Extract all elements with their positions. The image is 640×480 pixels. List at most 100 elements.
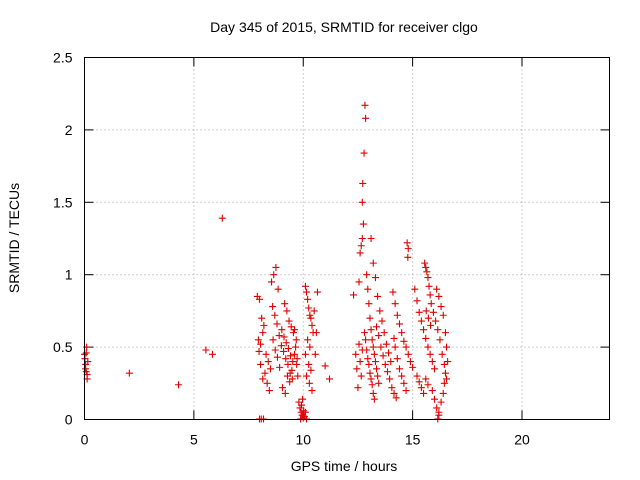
data-point: [422, 307, 430, 315]
data-point: [308, 321, 316, 329]
data-point: [292, 336, 300, 344]
data-point: [434, 326, 442, 334]
data-point: [439, 311, 447, 319]
data-point: [359, 220, 367, 228]
data-point: [365, 360, 373, 368]
data-point: [424, 274, 432, 282]
data-point: [260, 321, 268, 329]
y-tick-label: 0.5: [53, 339, 73, 355]
data-point: [265, 387, 273, 395]
data-point: [352, 350, 360, 358]
data-point: [429, 308, 437, 316]
data-point: [363, 346, 371, 354]
data-point: [354, 384, 362, 392]
data-point: [382, 340, 390, 348]
data-point: [257, 340, 265, 348]
data-point: [370, 350, 378, 358]
data-point: [304, 295, 312, 303]
data-point: [273, 353, 281, 361]
data-point: [275, 332, 283, 340]
data-point: [422, 375, 430, 383]
data-point: [364, 355, 372, 363]
data-point: [326, 375, 333, 383]
x-tick-label: 15: [405, 432, 421, 448]
data-point: [276, 363, 284, 371]
data-point: [308, 387, 316, 395]
data-point: [82, 365, 90, 373]
data-point: [440, 379, 448, 387]
data-point: [266, 365, 274, 373]
data-point: [288, 366, 296, 374]
data-point: [393, 311, 401, 319]
data-point: [268, 278, 276, 286]
data-point: [270, 271, 278, 279]
data-point: [287, 323, 295, 331]
data-point: [304, 336, 312, 344]
data-point: [375, 379, 383, 387]
x-tick-label: 10: [295, 432, 311, 448]
x-axis-label: GPS time / hours: [291, 458, 398, 474]
data-point: [312, 329, 320, 337]
data-point: [293, 355, 301, 363]
y-tick-label: 1.5: [53, 194, 73, 210]
data-point: [433, 404, 441, 412]
data-point: [409, 363, 417, 371]
data-point: [285, 317, 293, 325]
data-point: [291, 326, 298, 334]
data-point: [437, 303, 445, 311]
data-point: [287, 352, 295, 360]
data-point: [355, 278, 363, 286]
data-point: [261, 369, 269, 377]
data-point: [259, 329, 267, 337]
data-point: [202, 346, 210, 354]
data-point: [350, 291, 358, 299]
data-point: [388, 384, 396, 392]
data-point: [273, 320, 281, 328]
data-point: [361, 101, 369, 109]
data-point: [259, 375, 267, 383]
data-point: [255, 347, 263, 355]
data-point: [278, 326, 286, 334]
data-point: [272, 263, 280, 271]
data-point: [387, 358, 395, 366]
data-point: [435, 292, 443, 300]
data-point: [386, 375, 394, 383]
data-point: [443, 375, 451, 383]
data-point: [425, 282, 433, 290]
data-point: [301, 350, 309, 358]
data-point: [125, 369, 133, 377]
x-tick-label: 5: [190, 432, 198, 448]
data-point: [358, 235, 366, 242]
data-point: [284, 345, 292, 353]
data-point: [427, 300, 435, 308]
data-point: [303, 288, 311, 296]
data-point: [400, 379, 408, 387]
tick-labels: 0 0.5 1 1.5 2 2.5 0 5 10 15 20: [53, 50, 530, 448]
data-point: [310, 307, 318, 315]
data-point: [258, 314, 266, 322]
data-point: [413, 297, 421, 305]
data-point: [389, 288, 397, 296]
data-point: [366, 369, 374, 377]
data-point: [289, 358, 297, 366]
data-point: [254, 336, 262, 344]
data-point: [437, 398, 445, 406]
data-point: [305, 360, 313, 368]
data-point: [402, 343, 410, 351]
data-point: [402, 387, 410, 395]
data-point: [381, 360, 389, 368]
data-point: [385, 349, 393, 357]
data-point: [417, 317, 425, 325]
data-point: [398, 372, 406, 380]
data-point: [370, 395, 378, 403]
data-point: [356, 358, 364, 366]
data-point: [282, 339, 290, 347]
data-point: [378, 317, 386, 325]
data-point: [432, 317, 440, 325]
data-point: [374, 292, 382, 300]
data-point: [427, 321, 435, 329]
data-point: [289, 329, 297, 337]
data-point: [404, 245, 412, 253]
data-point: [357, 242, 365, 250]
